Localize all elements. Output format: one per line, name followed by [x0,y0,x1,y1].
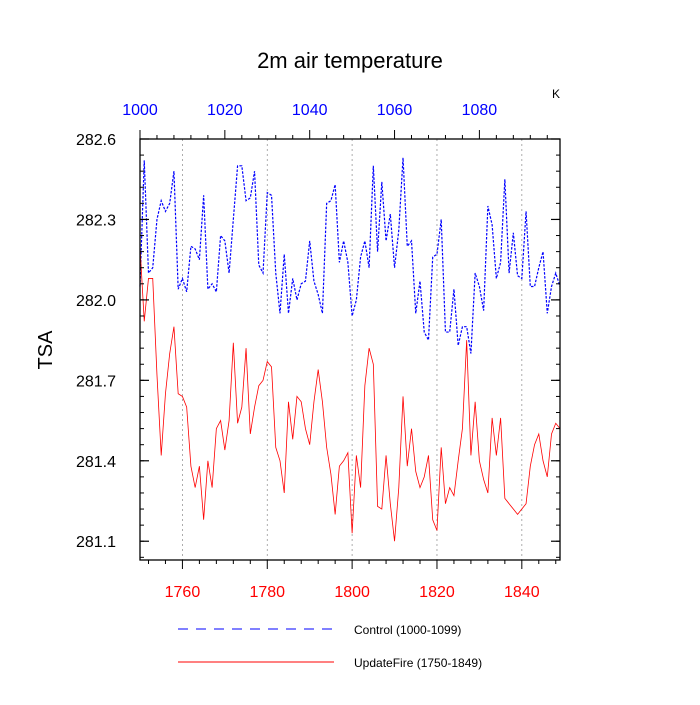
x-top-tick-label: 1020 [207,102,243,119]
y-tick-label: 282.0 [76,293,116,310]
legend-updatefire-label: UpdateFire (1750-1849) [354,656,482,670]
y-tick-label: 282.3 [76,212,116,229]
x-bottom-tick-label: 1840 [504,584,540,601]
x-bottom-tick-label: 1820 [419,584,455,601]
x-bottom-tick-label: 1800 [334,584,370,601]
y-tick-label: 281.1 [76,534,116,551]
x-top-tick-label: 1000 [122,102,158,119]
y-axis-label: TSA [35,330,57,370]
series-updatefire-line [139,246,561,542]
legend-control-label: Control (1000-1099) [354,623,461,637]
x-bottom-tick-label: 1780 [249,584,285,601]
axis-layer: 282.6 282.3 282.0 281.7 281.4 281.1 1760 1780 18… [76,102,561,601]
x-top-tick-label: 1080 [462,102,498,119]
grid-layer [182,139,523,560]
chart-title: 2m air temperature [257,48,443,73]
legend: Control (1000-1099) UpdateFire (1750-184… [178,623,482,670]
series-layer [139,157,561,542]
unit-label: K [552,87,560,101]
x-bottom-tick-label: 1760 [165,584,201,601]
series-control-line [139,157,561,354]
x-top-tick-label: 1060 [377,102,413,119]
plot-frame [139,138,561,561]
x-top-tick-label: 1040 [292,102,328,119]
y-tick-label: 282.6 [76,132,116,149]
y-tick-label: 281.7 [76,373,116,390]
y-tick-label: 281.4 [76,454,116,471]
